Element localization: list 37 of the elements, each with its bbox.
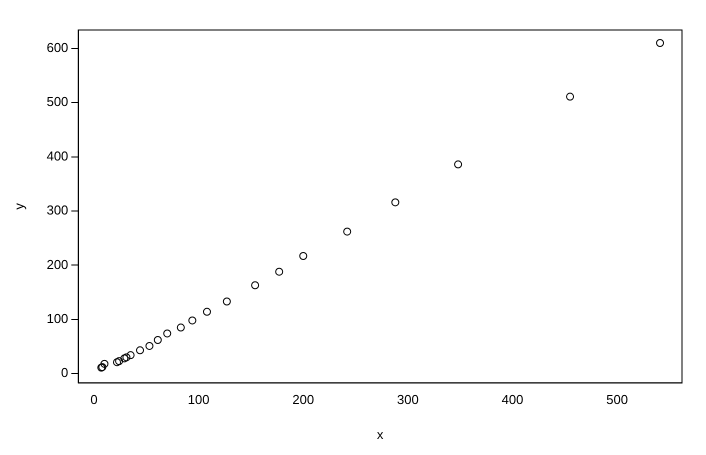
point — [251, 281, 260, 290]
y-tick-label: 100 — [46, 310, 68, 326]
point — [115, 357, 124, 366]
y-axis-title: y — [11, 202, 26, 210]
point — [122, 353, 130, 362]
point — [120, 354, 128, 362]
point — [656, 39, 664, 48]
point — [222, 298, 231, 306]
point — [275, 268, 284, 276]
point — [391, 198, 400, 206]
y-tick-label: 300 — [46, 202, 68, 218]
point — [188, 316, 196, 324]
y-tick-label: 600 — [46, 40, 68, 56]
y-tick-label: 500 — [46, 94, 68, 110]
point — [145, 342, 154, 350]
point — [136, 346, 144, 354]
point — [113, 358, 122, 366]
x-axis-title: x — [376, 426, 384, 442]
point — [154, 336, 162, 344]
point — [100, 360, 108, 368]
point — [176, 324, 185, 332]
point — [202, 308, 211, 316]
x-tick-label: 300 — [397, 392, 419, 408]
x-tick-label: 0 — [90, 392, 98, 408]
point — [126, 351, 135, 360]
point — [299, 252, 308, 260]
x-tick-label: 100 — [188, 392, 210, 408]
point — [343, 228, 352, 236]
x-tick-label: 200 — [292, 392, 314, 408]
x-tick-label: 500 — [606, 392, 628, 408]
y-tick-label: 400 — [46, 148, 68, 164]
point — [163, 329, 172, 338]
point — [454, 160, 462, 168]
point — [566, 92, 574, 101]
y-tick-label: 0 — [61, 365, 68, 380]
y-tick-label: 200 — [46, 256, 68, 272]
x-tick-label: 400 — [502, 392, 524, 408]
